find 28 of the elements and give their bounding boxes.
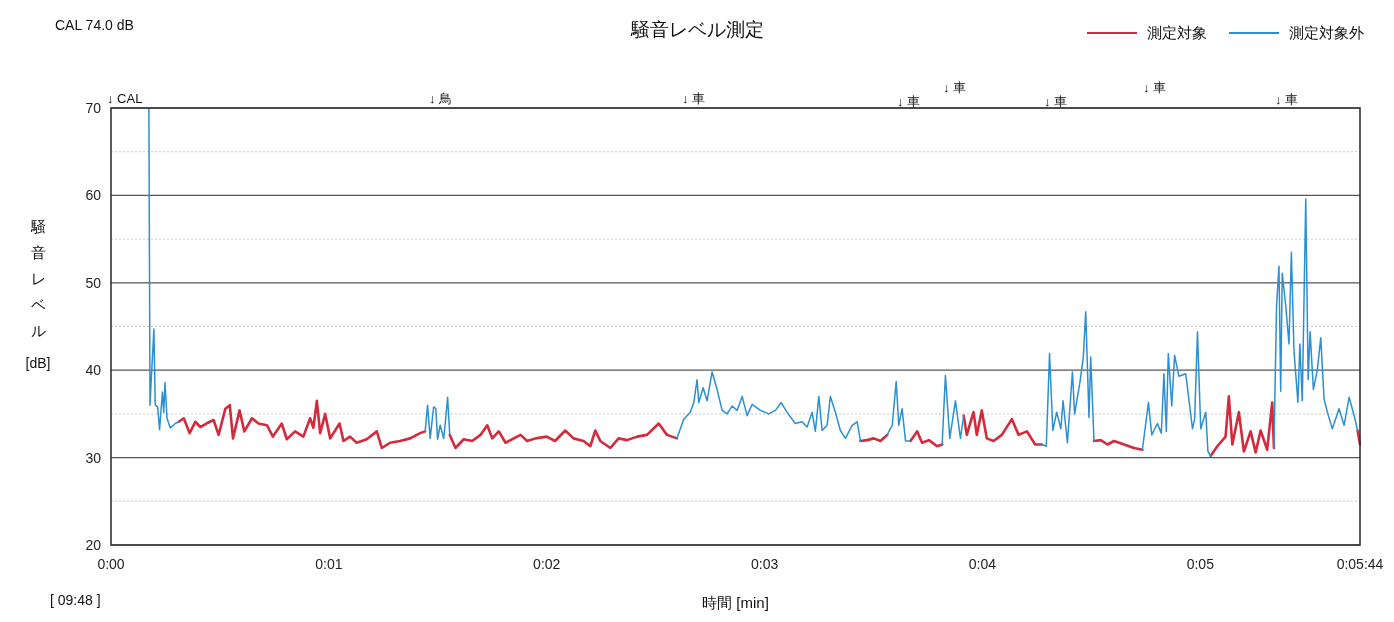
text: ↓ 車 [1275,92,1299,107]
text: CAL 74.0 dB [55,17,134,33]
x-tick-label: 0:03 [750,556,779,572]
y-axis-title: 騒音レベル [dB] [25,218,51,371]
text: ↓ 鳥 [429,91,453,106]
y-tick-label: 70 [85,100,102,116]
y-tick-label: 50 [85,274,102,291]
x-tick-label: 0:00 [97,556,125,572]
y-tick-label: 20 [85,537,102,553]
y-tick-label: 30 [85,449,102,466]
x-tick-label: 0:04 [968,556,997,572]
annotation: ↓ 車 [897,94,921,109]
x-tick-label: 0:02 [533,556,561,572]
text: [ 09:48 ] [50,592,101,608]
text: ↓ 車 [1143,80,1167,95]
annotation: ↓ 車 [1044,94,1068,109]
y-tick-label: 60 [85,187,102,204]
text: ↓ 車 [943,80,967,95]
x-tick-label: 0:05 [1186,556,1215,572]
x-axis-title: 時間 [min] [702,594,769,611]
legend-label: 測定対象外 [1289,24,1364,41]
x-tick-label: 0:01 [315,556,343,572]
text: ↓ 車 [682,91,706,106]
x-tick-label: 0:05:44 [1336,556,1384,572]
chart-title: 騒音レベル測定 [629,19,764,40]
y-tick-label: 40 [85,362,102,379]
legend-label: 測定対象 [1147,24,1207,41]
text: ↓ CAL [107,91,143,106]
